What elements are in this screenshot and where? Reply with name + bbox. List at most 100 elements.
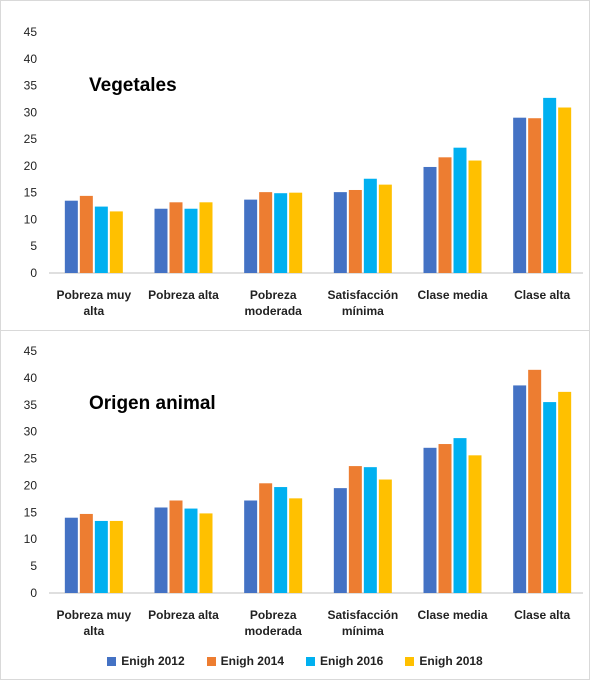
y-tick-label: 25 [24,452,38,466]
category-label: Pobreza alta [148,288,219,302]
legend-swatch [405,656,415,666]
bar-enigh-2012-pobreza-muy-alta [64,200,78,273]
bar-enigh-2018-clase-alta [558,107,572,273]
bar-enigh-2016-satisfaccion-minima [363,467,377,593]
category-label: Clase media [417,608,487,622]
y-tick-label: 35 [24,79,38,93]
bar-enigh-2016-pobreza-muy-alta [94,206,108,273]
y-tick-label: 15 [24,505,38,519]
bar-enigh-2018-pobreza-muy-alta [109,211,123,273]
category-label: Pobreza muy alta [56,288,131,318]
y-tick-label: 30 [24,105,38,119]
legend-item: Enigh 2016 [306,654,383,668]
bar-enigh-2012-pobreza-muy-alta [64,517,78,593]
bar-enigh-2018-satisfaccion-minima [378,479,392,593]
category-label: Satisfacción mínima [327,608,398,638]
category-label: Pobreza moderada [244,608,302,638]
bar-enigh-2014-satisfaccion-minima [348,466,362,593]
bar-enigh-2014-pobreza-moderada [259,483,273,593]
bar-enigh-2016-satisfaccion-minima [363,178,377,273]
y-tick-label: 40 [24,371,38,385]
bar-enigh-2012-pobreza-alta [154,208,168,273]
category-label: Pobreza alta [148,608,219,622]
bar-enigh-2018-pobreza-moderada [289,192,303,273]
bar-enigh-2016-clase-alta [543,402,557,593]
bar-enigh-2014-pobreza-moderada [259,192,273,273]
category-label: Clase alta [514,608,570,622]
legend: Enigh 2012 Enigh 2014 Enigh 2016 Enigh 2… [0,650,590,672]
bar-enigh-2012-pobreza-moderada [244,199,258,273]
bar-enigh-2012-clase-alta [513,117,527,273]
legend-swatch [306,656,315,666]
bar-enigh-2018-pobreza-alta [199,202,213,273]
bar-enigh-2014-clase-alta [528,369,542,593]
y-tick-label: 0 [30,586,37,600]
bar-enigh-2016-pobreza-alta [184,508,198,593]
bar-enigh-2012-clase-media [423,166,437,273]
bar-enigh-2016-pobreza-muy-alta [94,520,108,593]
y-tick-label: 0 [30,266,37,280]
y-tick-label: 20 [24,478,38,492]
bar-enigh-2012-clase-media [423,447,437,593]
bar-enigh-2012-satisfaccion-minima [333,488,347,593]
category-label: Pobreza moderada [244,288,302,318]
bar-enigh-2014-clase-media [438,157,452,273]
y-tick-label: 25 [24,132,38,146]
y-tick-label: 30 [24,425,38,439]
chart-vegetales: 0 5 10 15 20 25 30 35 40 45 Vegetales Pobreza muy al… [24,25,583,318]
bar-enigh-2014-clase-media [438,444,452,593]
legend-item: Enigh 2018 [405,654,483,668]
chart-title: Origen animal [89,393,216,414]
bar-enigh-2016-clase-alta [543,97,557,273]
bar-enigh-2016-pobreza-moderada [274,487,288,593]
bar-enigh-2016-pobreza-alta [184,208,198,273]
bar-enigh-2018-clase-alta [558,391,572,593]
bar-enigh-2014-pobreza-alta [169,202,183,273]
panel-origen-animal: 0 5 10 15 20 25 30 35 40 45 Origen animal Pobreza m… [0,330,590,680]
y-tick-label: 40 [24,52,38,66]
bar-enigh-2012-pobreza-moderada [244,500,258,593]
y-tick-label: 20 [24,159,38,173]
bar-enigh-2018-satisfaccion-minima [378,184,392,273]
bar-enigh-2016-clase-media [453,438,467,593]
legend-label: Enigh 2012 [121,654,185,668]
y-tick-label: 10 [24,212,38,226]
category-label: Clase media [417,288,487,302]
chart-title: Vegetales [89,75,177,96]
bar-enigh-2012-satisfaccion-minima [333,192,347,273]
bar-enigh-2018-clase-media [468,455,482,593]
y-tick-label: 5 [30,239,37,253]
bar-enigh-2018-pobreza-muy-alta [109,520,123,593]
category-label: Clase alta [514,288,570,302]
legend-item: Enigh 2012 [107,654,185,668]
bar-enigh-2014-satisfaccion-minima [348,189,362,273]
legend-item: Enigh 2014 [206,654,284,668]
bar-enigh-2014-pobreza-muy-alta [79,195,93,273]
bar-enigh-2018-pobreza-alta [199,513,213,593]
bar-enigh-2018-clase-media [468,160,482,273]
legend-swatch [206,656,216,666]
panel-vegetales: 0 5 10 15 20 25 30 35 40 45 Vegetales Pobreza muy al… [0,0,590,331]
legend-label: Enigh 2018 [419,654,483,668]
bar-enigh-2012-pobreza-alta [154,507,168,593]
chart-origen-animal: 0 5 10 15 20 25 30 35 40 45 Origen animal Pobreza m… [24,344,583,638]
y-tick-label: 45 [24,344,38,358]
legend-label: Enigh 2016 [320,654,384,668]
bar-enigh-2014-pobreza-muy-alta [79,513,93,593]
legend-label: Enigh 2014 [220,654,284,668]
category-label: Pobreza muy alta [56,608,131,638]
y-tick-label: 5 [30,559,37,573]
legend-swatch [107,656,117,666]
bar-enigh-2016-clase-media [453,147,467,273]
y-tick-label: 35 [24,398,38,412]
category-label: Satisfacción mínima [327,288,398,318]
y-tick-label: 45 [24,25,38,39]
y-tick-label: 15 [24,186,38,200]
y-tick-label: 10 [24,532,38,546]
bar-enigh-2014-clase-alta [528,118,542,273]
bar-enigh-2014-pobreza-alta [169,500,183,593]
bar-enigh-2016-pobreza-moderada [274,193,288,273]
bar-enigh-2012-clase-alta [513,385,527,593]
bar-enigh-2018-pobreza-moderada [289,498,303,593]
